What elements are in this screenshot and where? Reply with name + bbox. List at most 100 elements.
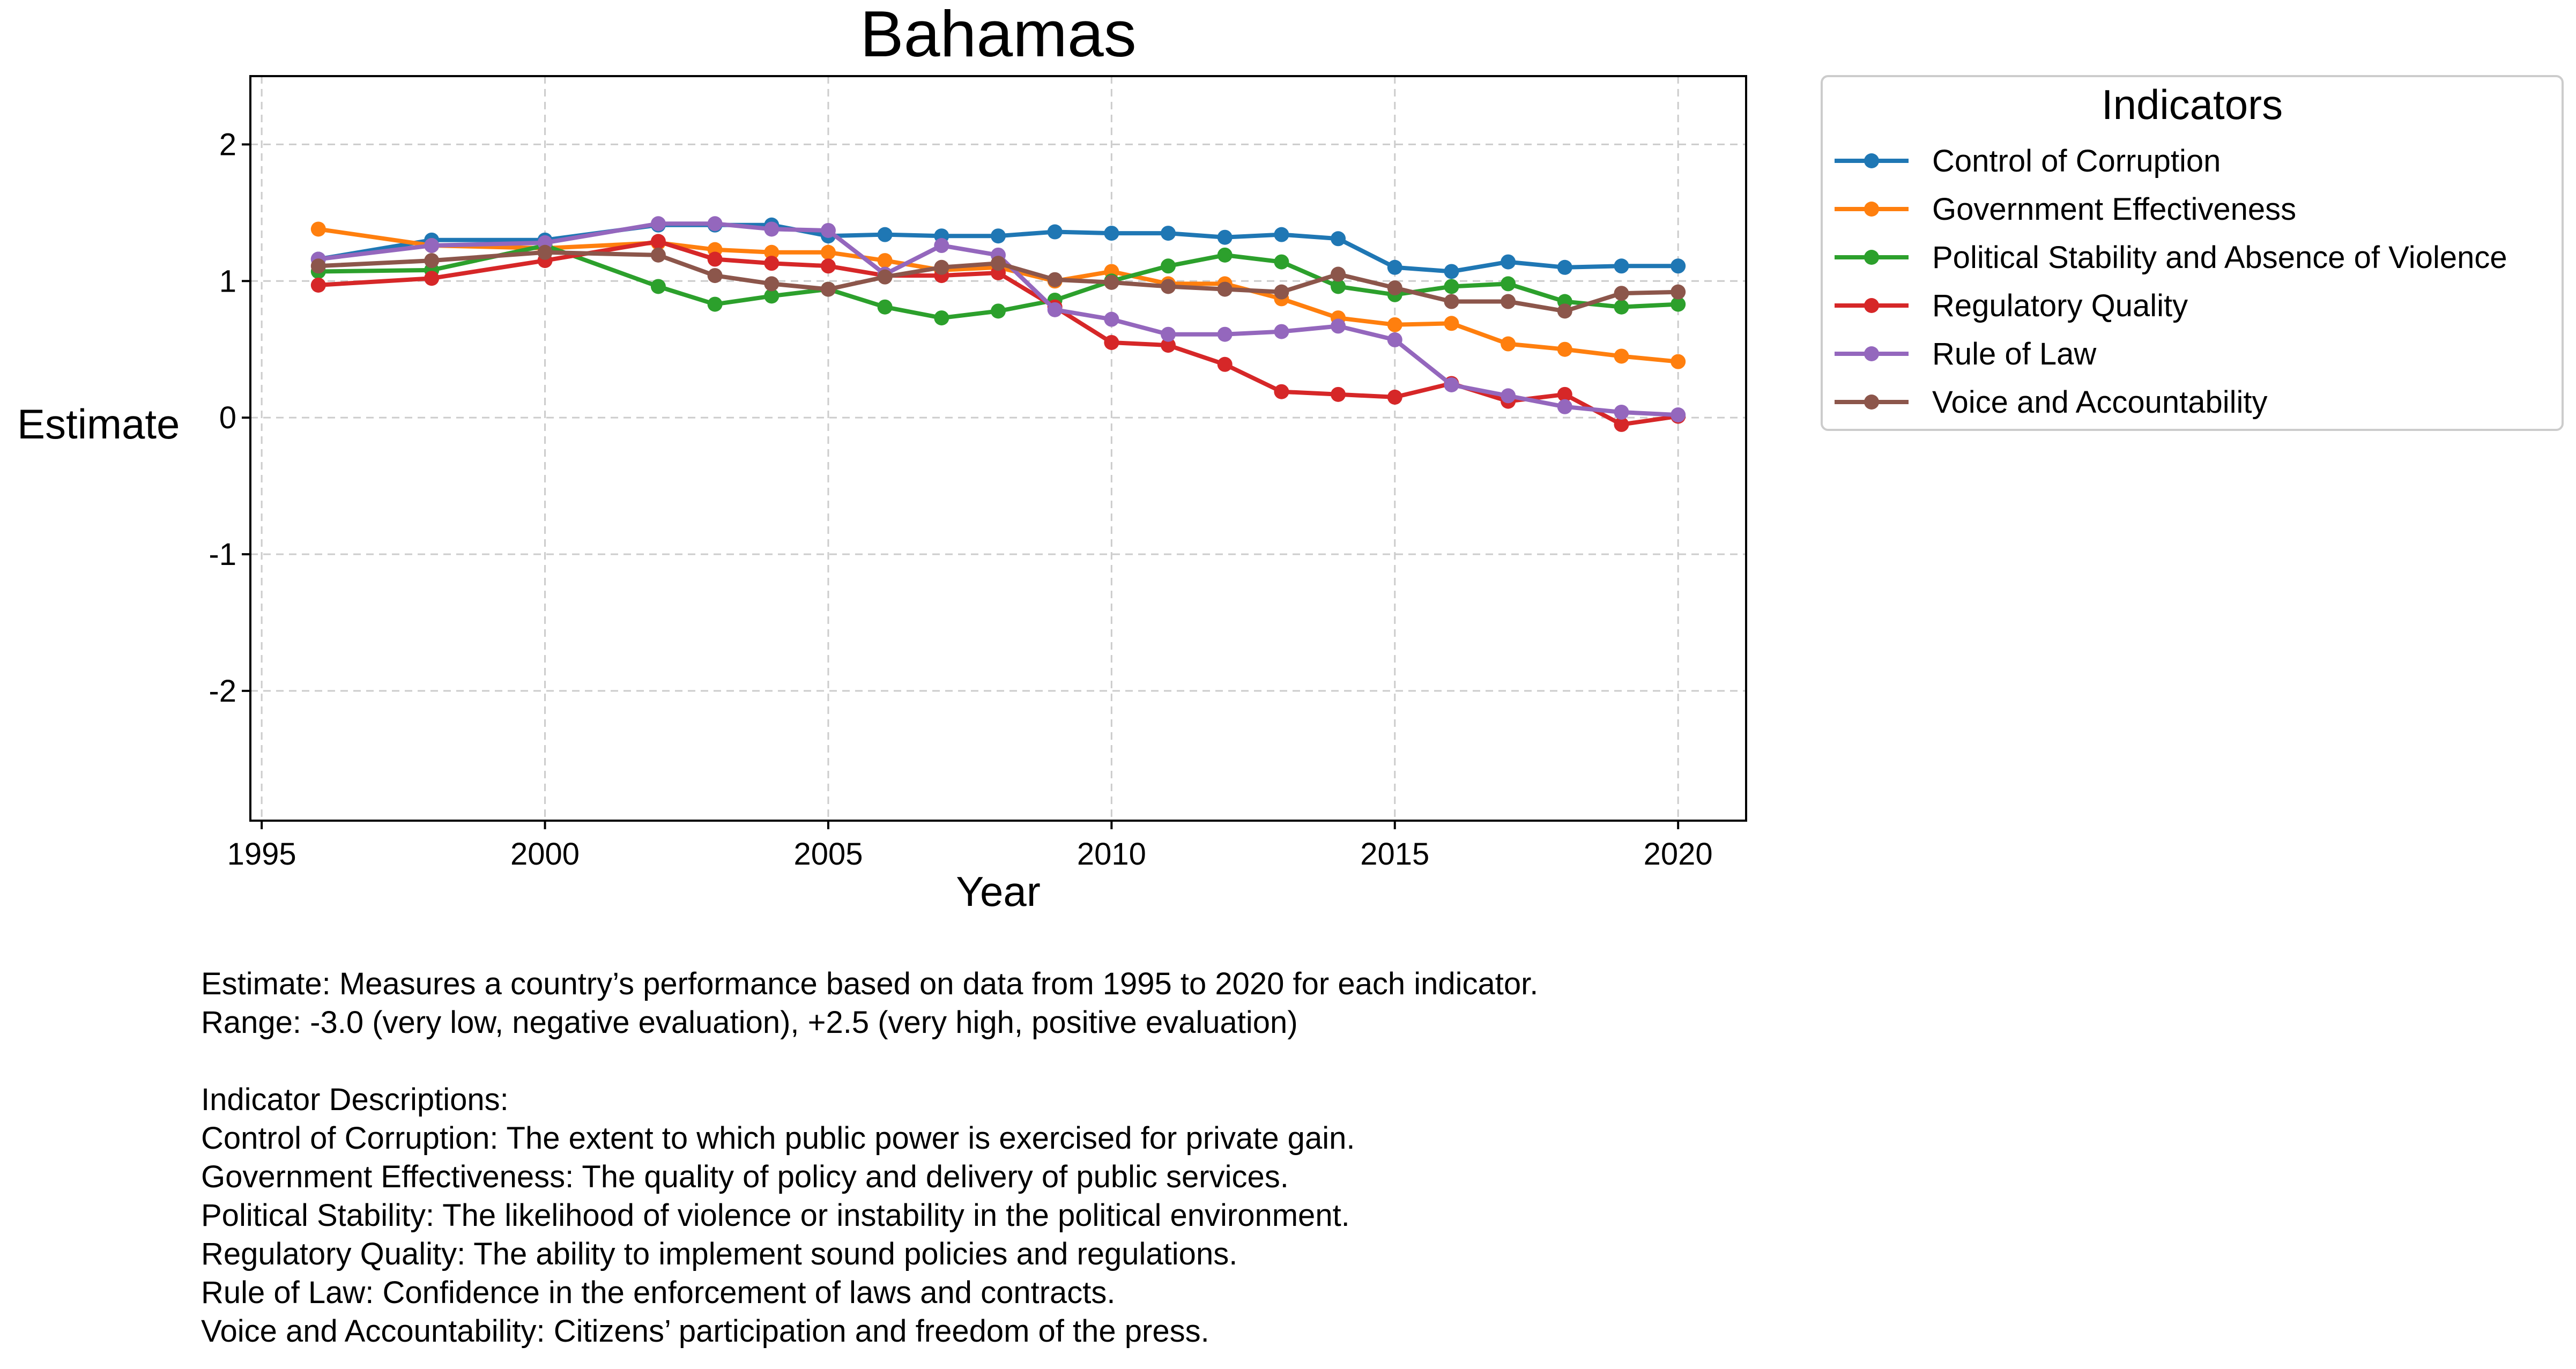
legend-marker [1864, 346, 1879, 361]
data-point [764, 244, 780, 260]
x-tick-label: 1995 [227, 837, 296, 872]
series-line [318, 243, 1679, 321]
data-point [1104, 274, 1119, 290]
data-point [1331, 231, 1346, 247]
footnote-line: Control of Corruption: The extent to whi… [201, 1121, 1355, 1156]
data-point [707, 296, 723, 312]
data-point [1104, 334, 1119, 350]
data-point [1047, 272, 1063, 287]
data-point [1444, 294, 1459, 309]
data-point [934, 238, 949, 254]
data-point [934, 310, 949, 326]
grid [250, 76, 1746, 821]
data-point [1274, 324, 1289, 339]
data-point [1274, 284, 1289, 300]
legend-label: Government Effectiveness [1932, 192, 2296, 227]
data-point [1047, 302, 1063, 317]
data-point [1217, 326, 1233, 342]
data-point [310, 277, 326, 293]
data-point [1501, 254, 1516, 270]
series-line [318, 221, 1679, 418]
data-point [820, 244, 836, 260]
y-tick-label: -2 [209, 674, 236, 709]
data-point [1217, 247, 1233, 263]
data-point [820, 258, 836, 274]
data-point [1671, 354, 1686, 369]
footnote-line: Government Effectiveness: The quality of… [201, 1159, 1289, 1194]
footnote-line: Voice and Accountability: Citizens’ part… [201, 1314, 1209, 1349]
data-point [1614, 348, 1629, 364]
y-axis-label: Estimate [17, 400, 180, 448]
data-point [1217, 281, 1233, 297]
data-point [1557, 399, 1572, 414]
data-point [1161, 226, 1176, 241]
data-point [310, 258, 326, 274]
data-point [1217, 229, 1233, 245]
x-tick-label: 2020 [1644, 837, 1713, 872]
data-point [820, 222, 836, 238]
data-point [1387, 259, 1402, 275]
data-point [1671, 296, 1686, 312]
legend-label: Rule of Law [1932, 337, 2097, 371]
legend-marker [1864, 153, 1879, 168]
data-point [1444, 316, 1459, 331]
data-point [1047, 224, 1063, 240]
series-voice-and-accountability [310, 244, 1686, 319]
data-point [424, 271, 440, 286]
data-point [1501, 336, 1516, 352]
legend-label: Regulatory Quality [1932, 288, 2188, 323]
data-point [707, 251, 723, 267]
data-point [991, 303, 1006, 319]
footnote-line: Indicator Descriptions: [201, 1082, 509, 1117]
data-point [1161, 326, 1176, 342]
data-point [934, 259, 949, 275]
data-point [1331, 386, 1346, 402]
data-point [1671, 407, 1686, 423]
data-point [1614, 258, 1629, 274]
data-point [764, 221, 780, 237]
data-point [877, 299, 893, 315]
data-point [1331, 318, 1346, 334]
footnote-line: Political Stability: The likelihood of v… [201, 1198, 1350, 1233]
data-point [1557, 259, 1572, 275]
data-point [1614, 404, 1629, 420]
series-line [318, 250, 1679, 314]
data-point [1274, 384, 1289, 399]
data-point [1387, 280, 1402, 296]
legend-marker [1864, 202, 1879, 217]
legend-marker [1864, 298, 1879, 313]
data-point [650, 234, 666, 249]
data-point [877, 269, 893, 285]
data-point [1671, 258, 1686, 274]
data-point [1444, 377, 1459, 392]
data-point [1501, 294, 1516, 309]
data-point [1387, 389, 1402, 405]
legend-label: Voice and Accountability [1932, 385, 2268, 420]
data-point [650, 216, 666, 232]
data-point [1274, 254, 1289, 270]
data-point [1614, 286, 1629, 301]
data-point [1387, 332, 1402, 347]
data-point [707, 268, 723, 284]
data-point [1557, 341, 1572, 357]
data-point [991, 228, 1006, 244]
footnote-line: Regulatory Quality: The ability to imple… [201, 1237, 1238, 1271]
series-line [318, 227, 1679, 364]
data-point [1614, 299, 1629, 315]
data-point [1444, 264, 1459, 279]
legend-marker [1864, 250, 1879, 265]
data-point [1501, 388, 1516, 404]
data-point [1217, 356, 1233, 372]
footnote-line [201, 1042, 1538, 1081]
footnote-line: Rule of Law: Confidence in the enforceme… [201, 1275, 1116, 1310]
x-tick-label: 2000 [510, 837, 580, 872]
legend-marker [1864, 395, 1879, 410]
x-tick-label: 2015 [1360, 837, 1429, 872]
data-point [424, 238, 440, 254]
y-tick-label: 0 [219, 400, 236, 435]
x-axis-label: Year [956, 868, 1041, 915]
data-point [1557, 386, 1572, 402]
data-point [820, 281, 836, 297]
data-point [310, 221, 326, 237]
